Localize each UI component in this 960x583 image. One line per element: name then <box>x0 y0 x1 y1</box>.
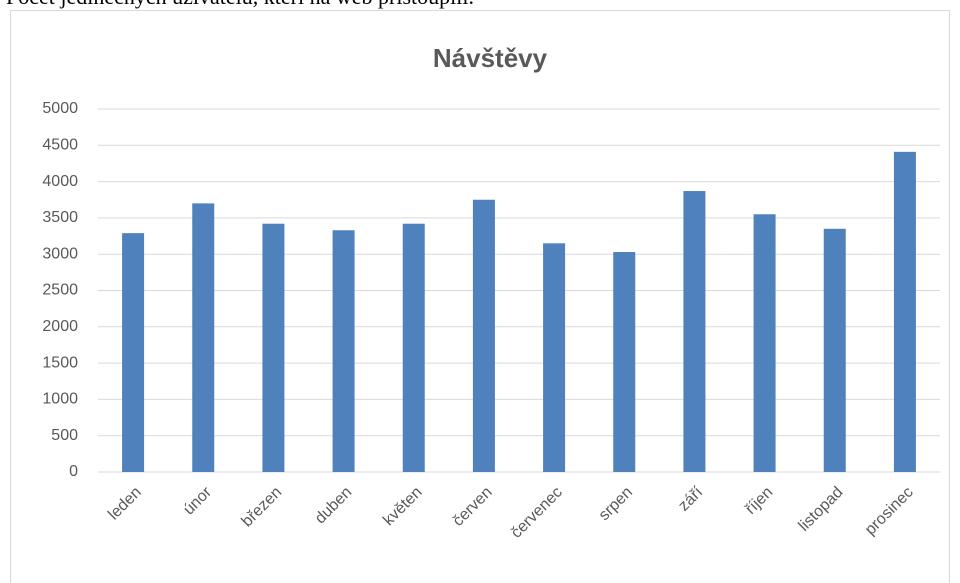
bar <box>683 191 706 472</box>
bar <box>192 203 215 472</box>
y-tick-label: 4000 <box>42 173 78 190</box>
y-tick-label: 5000 <box>42 100 78 117</box>
bar <box>332 230 355 472</box>
bar <box>122 233 145 472</box>
bar <box>893 151 916 473</box>
y-tick-label: 1500 <box>42 354 78 371</box>
bar <box>753 214 776 472</box>
bar <box>472 199 495 472</box>
y-tick-label: 500 <box>51 427 78 444</box>
y-tick-label: 2500 <box>42 282 78 299</box>
y-tick-label: 3500 <box>42 209 78 226</box>
bar <box>262 223 285 472</box>
chart-title: Návštěvy <box>433 43 548 73</box>
y-tick-label: 2000 <box>42 318 78 335</box>
y-tick-label: 0 <box>69 463 78 480</box>
bar <box>823 228 846 472</box>
caption: Počet jedinečných uživatelů, kteří na we… <box>6 0 474 9</box>
y-tick-label: 4500 <box>42 137 78 154</box>
y-tick-label: 1000 <box>42 391 78 408</box>
bar <box>543 243 566 472</box>
bar <box>613 252 636 472</box>
y-tick-label: 3000 <box>42 245 78 262</box>
bar <box>402 223 425 472</box>
